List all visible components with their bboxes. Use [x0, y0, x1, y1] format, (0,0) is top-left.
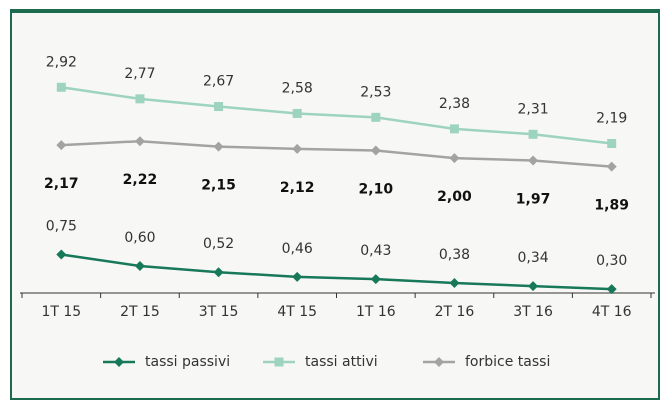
- legend-label: tassi attivi: [305, 354, 378, 370]
- point: [528, 155, 539, 166]
- x-tick-label: 1T 15: [41, 304, 81, 320]
- data-label: 1,89: [594, 198, 629, 214]
- x-tick-label: 4T 15: [277, 304, 317, 320]
- data-label: 2,58: [282, 80, 313, 96]
- data-label: 0,75: [46, 218, 77, 234]
- data-label: 2,15: [201, 178, 236, 194]
- data-label: 0,43: [360, 243, 391, 259]
- data-label: 2,10: [359, 181, 394, 197]
- point: [449, 124, 459, 134]
- point: [213, 141, 224, 152]
- legend-label: forbice tassi: [465, 354, 550, 370]
- data-label: 2,12: [280, 180, 315, 196]
- point: [56, 249, 67, 260]
- series-line: [61, 139, 612, 168]
- legend-label: tassi passivi: [145, 354, 230, 370]
- x-tick-label: 4T 16: [592, 304, 632, 320]
- point: [371, 112, 381, 122]
- point: [134, 261, 145, 272]
- point: [606, 161, 617, 172]
- x-tick-label: 3T 15: [199, 304, 239, 320]
- data-label: 0,38: [439, 247, 470, 263]
- data-label: 2,19: [596, 111, 627, 127]
- frame-top: [11, 9, 659, 13]
- data-label: 2,67: [203, 74, 234, 90]
- data-label: 0,52: [203, 236, 234, 252]
- series-line: [61, 86, 612, 145]
- x-tick-label: 1T 16: [356, 304, 396, 320]
- data-label: 0,30: [596, 253, 627, 269]
- legend-marker: [114, 357, 124, 367]
- data-label: 0,34: [517, 250, 548, 266]
- data-label: 2,17: [44, 176, 79, 192]
- point: [528, 281, 539, 292]
- x-tick-label: 2T 15: [120, 304, 160, 320]
- data-label: 2,22: [123, 172, 158, 188]
- point: [135, 94, 145, 104]
- point: [606, 284, 617, 295]
- x-tick-label: 3T 16: [513, 304, 553, 320]
- point: [292, 143, 303, 154]
- data-label: 2,53: [360, 84, 391, 100]
- data-label: 0,46: [282, 241, 313, 257]
- point: [134, 136, 145, 147]
- point: [56, 140, 67, 151]
- point: [56, 82, 66, 92]
- data-label: 0,60: [124, 230, 155, 246]
- point: [370, 274, 381, 285]
- data-label: 2,00: [437, 189, 472, 205]
- point: [213, 267, 224, 278]
- data-label: 2,31: [517, 101, 548, 117]
- legend-marker: [434, 357, 444, 367]
- point: [528, 129, 538, 139]
- point: [370, 145, 381, 156]
- data-label: 1,97: [516, 191, 551, 207]
- point: [449, 277, 460, 288]
- point: [607, 139, 617, 149]
- point: [214, 102, 224, 112]
- point: [449, 153, 460, 164]
- data-label: 2,38: [439, 96, 470, 112]
- data-label: 2,77: [124, 66, 155, 82]
- x-tick-label: 2T 16: [435, 304, 475, 320]
- frame: [10, 9, 660, 400]
- point: [292, 108, 302, 118]
- point: [292, 271, 303, 282]
- data-label: 2,92: [46, 54, 77, 70]
- series-line: [61, 253, 612, 291]
- legend-marker: [274, 357, 284, 367]
